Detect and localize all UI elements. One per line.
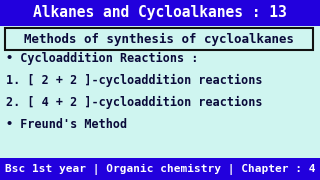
Bar — [0, 158, 320, 180]
Text: • Cycloaddition Reactions :: • Cycloaddition Reactions : — [6, 52, 198, 65]
Bar — [0, 0, 320, 26]
Text: 2. [ 4 + 2 ]-cycloaddition reactions: 2. [ 4 + 2 ]-cycloaddition reactions — [6, 96, 262, 109]
Text: 1. [ 2 + 2 ]-cycloaddition reactions: 1. [ 2 + 2 ]-cycloaddition reactions — [6, 74, 262, 87]
Bar — [5, 28, 313, 50]
Text: • Freund's Method: • Freund's Method — [6, 118, 127, 131]
Text: Alkanes and Cycloalkanes : 13: Alkanes and Cycloalkanes : 13 — [33, 6, 287, 21]
Text: Bsc 1st year | Organic chemistry | Chapter : 4: Bsc 1st year | Organic chemistry | Chapt… — [5, 163, 315, 175]
Text: Methods of synthesis of cycloalkanes: Methods of synthesis of cycloalkanes — [24, 32, 294, 46]
